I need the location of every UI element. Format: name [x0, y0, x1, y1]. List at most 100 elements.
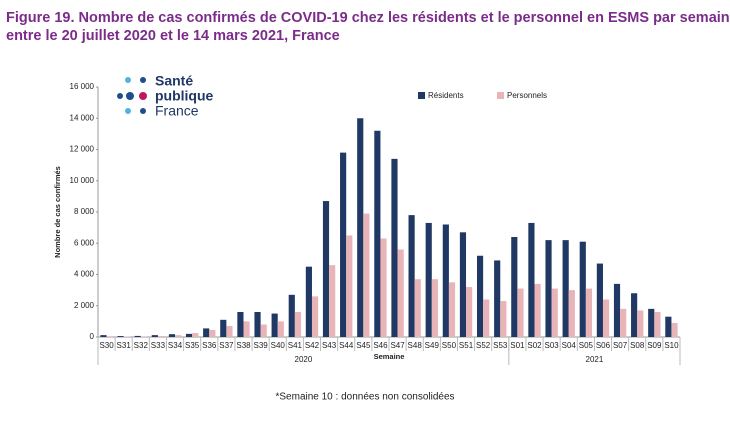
- bar: [579, 241, 586, 337]
- y-tick-label: 2 000: [74, 301, 95, 310]
- x-tick-label: S30: [99, 341, 114, 350]
- bar: [220, 319, 227, 337]
- x-tick-label: S50: [442, 341, 457, 350]
- x-tick-label: S42: [305, 341, 320, 350]
- x-tick-label: S31: [117, 341, 132, 350]
- x-tick-label: S41: [288, 341, 303, 350]
- bar: [151, 335, 158, 337]
- x-tick-label: S52: [476, 341, 491, 350]
- x-tick-label: S08: [630, 341, 645, 350]
- y-tick-label: 8 000: [74, 207, 95, 216]
- x-tick-label: S46: [373, 341, 388, 350]
- bar: [448, 282, 456, 337]
- bar: [380, 238, 387, 337]
- x-tick-label: S37: [219, 341, 234, 350]
- bar: [596, 263, 603, 337]
- bar: [346, 235, 353, 337]
- x-tick-label: S51: [459, 341, 474, 350]
- bar: [568, 290, 575, 337]
- x-tick-label: S04: [562, 341, 577, 350]
- bar: [545, 240, 552, 337]
- bar: [517, 288, 524, 337]
- x-tick-label: S48: [408, 341, 423, 350]
- bar: [363, 213, 370, 337]
- x-tick-label: S43: [322, 341, 337, 350]
- bar: [483, 299, 490, 337]
- x-tick-label: S10: [664, 341, 679, 350]
- chart-title: Figure 19. Nombre de cas confirmés de CO…: [6, 10, 730, 26]
- bar: [237, 312, 244, 337]
- x-tick-label: S03: [545, 341, 560, 350]
- y-tick-label: 14 000: [70, 113, 95, 122]
- bar: [168, 334, 176, 337]
- x-tick-label: S40: [271, 341, 286, 350]
- y-tick-label: 4 000: [74, 270, 95, 279]
- bar: [602, 299, 610, 337]
- bar: [357, 118, 364, 337]
- bar: [459, 232, 467, 337]
- bar: [277, 321, 284, 337]
- bar: [466, 287, 473, 337]
- y-axis-label: Nombre de cas confirmés: [53, 166, 62, 258]
- bar: [117, 336, 124, 337]
- bar: [329, 265, 336, 337]
- bar: [528, 222, 535, 337]
- bar: [637, 310, 644, 337]
- x-tick-label: S49: [425, 341, 440, 350]
- bar: [322, 201, 330, 337]
- x-tick-label: S35: [185, 341, 200, 350]
- bar: [288, 294, 295, 337]
- logo: Santé publique France: [117, 73, 214, 119]
- y-tick-label: 12 000: [70, 145, 95, 154]
- x-axis-label: Semaine: [374, 352, 405, 361]
- y-tick-label: 0: [90, 332, 95, 341]
- x-tick-label: S39: [254, 341, 269, 350]
- bar: [260, 324, 267, 337]
- x-tick-label: S36: [202, 341, 217, 350]
- y-tick-label: 6 000: [74, 238, 95, 247]
- x-tick-label: S02: [527, 341, 542, 350]
- x-tick-label: S33: [151, 341, 166, 350]
- bar: [431, 279, 438, 337]
- bar: [654, 312, 661, 337]
- legend-swatch: [418, 92, 425, 99]
- footnote: *Semaine 10 : données non consolidées: [275, 392, 454, 403]
- bar: [562, 240, 569, 337]
- bar: [391, 158, 398, 337]
- bar: [551, 288, 558, 337]
- x-tick-label: S47: [390, 341, 405, 350]
- bar: [203, 328, 210, 337]
- bar: [671, 322, 678, 337]
- bar: [305, 266, 312, 337]
- x-tick-label: S32: [134, 341, 149, 350]
- bar: [254, 312, 261, 337]
- bar: [140, 336, 147, 337]
- group-label: 2020: [295, 355, 313, 364]
- bar: [425, 222, 432, 337]
- bar: [374, 130, 381, 337]
- bar: [476, 255, 484, 337]
- bar: [494, 260, 501, 337]
- bar: [665, 316, 672, 337]
- y-tick-label: 16 000: [70, 82, 95, 91]
- bar: [294, 312, 302, 337]
- group-label: 2021: [586, 355, 604, 364]
- bar: [100, 335, 107, 337]
- legend-label: Personnels: [507, 91, 547, 100]
- x-tick-label: S44: [339, 341, 354, 350]
- bar: [134, 335, 141, 337]
- x-tick-label: S34: [168, 341, 183, 350]
- bar: [340, 152, 347, 337]
- bar: [414, 279, 421, 337]
- legend-swatch: [497, 92, 504, 99]
- bar: [175, 335, 182, 337]
- bar: [511, 237, 518, 337]
- bar: [613, 283, 621, 337]
- bar: [500, 301, 507, 337]
- bar: [442, 224, 449, 337]
- bar: [209, 329, 216, 337]
- bar: [408, 215, 415, 337]
- logo-text: France: [155, 103, 199, 119]
- x-tick-label: S45: [356, 341, 371, 350]
